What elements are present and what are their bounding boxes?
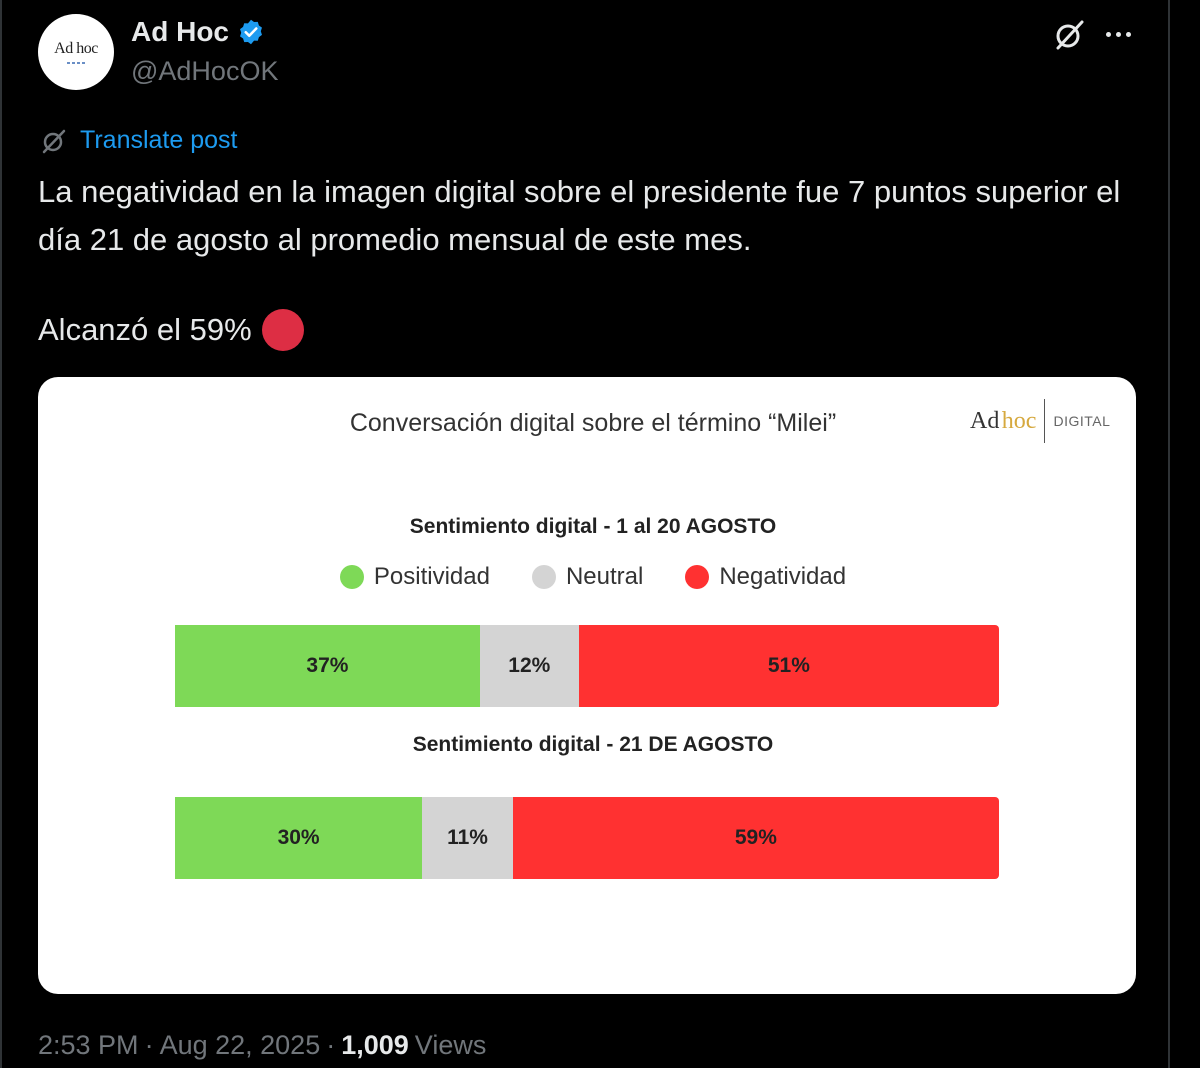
translate-icon (42, 129, 66, 153)
chart2-label-positividad: 30% (277, 826, 320, 849)
legend: Positividad Neutral Negatividad (38, 563, 1136, 591)
views-label: Views (414, 1030, 487, 1060)
post-footer: 2:53 PM · Aug 22, 2025 · 1,009 Views (38, 1030, 486, 1061)
brand-logo: Ad hoc DIGITAL (970, 399, 1110, 443)
avatar-dots (67, 62, 85, 64)
views-count: 1,009 (341, 1030, 409, 1060)
media-card[interactable]: Conversación digital sobre el término “M… (38, 377, 1136, 994)
chart1-label-positividad: 37% (306, 654, 349, 677)
chart1-segment-positividad: 37% (175, 625, 480, 707)
card-title: Conversación digital sobre el término “M… (349, 409, 837, 437)
post-line2-text: Alcanzó el 59% (38, 312, 252, 347)
translate-label: Translate post (80, 126, 238, 154)
red-circle-emoji-icon (261, 309, 304, 351)
grok-icon[interactable] (1052, 18, 1086, 52)
legend-label-neutral: Neutral (565, 563, 644, 590)
avatar[interactable]: Ad hoc (38, 14, 114, 90)
more-icon[interactable] (1100, 20, 1136, 48)
legend-item-negatividad: Negatividad (685, 563, 846, 591)
brand-ad: Ad (970, 407, 1000, 434)
legend-dot-neutral (531, 565, 556, 589)
footer-separator-2: · (326, 1030, 336, 1060)
chart2-bar: 30% 11% 59% (175, 797, 999, 879)
post-time[interactable]: 2:53 PM (38, 1030, 139, 1060)
display-name[interactable]: Ad Hoc (131, 16, 265, 48)
translate-post-link[interactable]: Translate post (40, 126, 237, 155)
chart2-title: Sentimiento digital - 21 DE AGOSTO (412, 733, 774, 756)
post-date[interactable]: Aug 22, 2025 (159, 1030, 321, 1060)
chart1-label-negatividad: 51% (767, 654, 810, 677)
display-name-text: Ad Hoc (131, 16, 229, 47)
chart1-label-neutral: 12% (508, 654, 551, 677)
left-border (0, 0, 2, 1068)
chart2-segment-positividad: 30% (175, 797, 423, 879)
chart1-bar: 37% 12% 51% (175, 625, 999, 707)
brand-hoc: hoc (1001, 407, 1037, 434)
legend-dot-negatividad (685, 565, 710, 589)
chart1-segment-negatividad: 51% (578, 625, 999, 707)
verified-badge-icon (240, 19, 262, 45)
legend-label-negatividad: Negatividad (719, 563, 847, 590)
chart1-title: Sentimiento digital - 1 al 20 AGOSTO (409, 515, 777, 538)
chart2-label-negatividad: 59% (734, 826, 777, 849)
post-line2: Alcanzó el 59% (38, 308, 304, 352)
chart2-segment-negatividad: 59% (512, 797, 999, 879)
chart2-label-neutral: 11% (447, 826, 488, 849)
right-border (1168, 0, 1170, 1068)
chart2-segment-neutral: 11% (422, 797, 513, 879)
post-text: La negatividad en la imagen digital sobr… (38, 174, 1121, 257)
avatar-text: Ad hoc (54, 40, 98, 57)
handle[interactable]: @AdHocOK (131, 56, 279, 86)
footer-separator-1: · (144, 1030, 154, 1060)
legend-item-neutral: Neutral (531, 563, 644, 591)
brand-separator (1044, 399, 1046, 443)
chart1-segment-neutral: 12% (479, 625, 579, 707)
legend-dot-positividad (339, 565, 364, 589)
brand-digital: DIGITAL (1053, 413, 1111, 429)
legend-item-positividad: Positividad (339, 563, 490, 591)
legend-label-positividad: Positividad (373, 563, 490, 590)
